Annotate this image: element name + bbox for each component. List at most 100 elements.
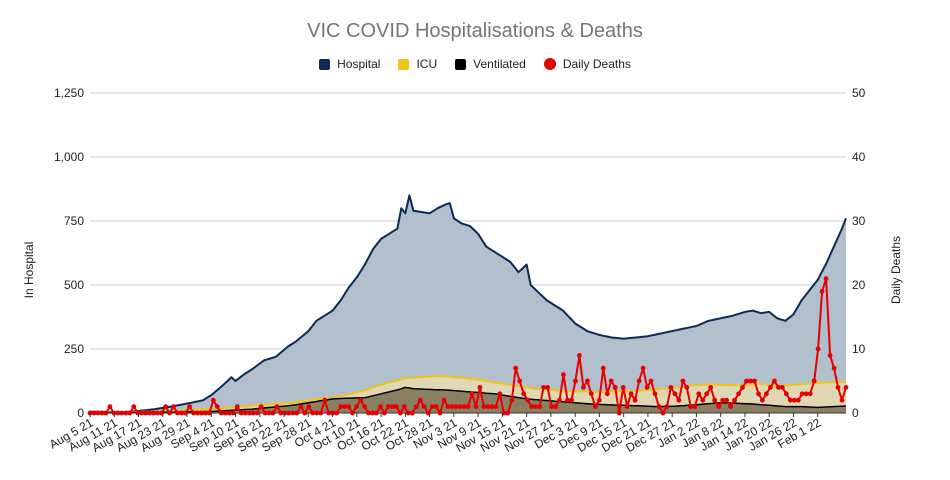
daily-deaths-point — [509, 397, 515, 403]
legend-item-ventilated[interactable]: Ventilated — [455, 57, 526, 71]
daily-deaths-point — [230, 410, 236, 416]
daily-deaths-point — [449, 404, 455, 409]
daily-deaths-point — [588, 391, 594, 397]
daily-deaths-point — [199, 410, 204, 416]
daily-deaths-point — [772, 378, 777, 384]
y2-axis-title: Daily Deaths — [889, 236, 903, 304]
daily-deaths-point — [581, 385, 586, 390]
daily-deaths-point — [107, 404, 113, 409]
daily-deaths-point — [159, 410, 165, 416]
daily-deaths-point — [433, 404, 439, 409]
daily-deaths-point — [421, 404, 427, 409]
daily-deaths-point — [250, 410, 256, 416]
daily-deaths-point — [596, 397, 602, 403]
daily-deaths-point — [473, 404, 479, 409]
daily-deaths-point — [127, 410, 133, 416]
daily-deaths-point — [258, 404, 264, 409]
daily-deaths-point — [676, 397, 682, 403]
daily-deaths-point — [398, 410, 403, 416]
daily-deaths-point — [409, 410, 415, 416]
daily-deaths-point — [270, 410, 276, 416]
daily-deaths-point — [366, 410, 371, 416]
hospital-series-line — [89, 194, 847, 414]
daily-deaths-point — [401, 404, 407, 409]
daily-deaths-point — [541, 385, 546, 390]
legend-label-icu: ICU — [416, 57, 438, 71]
daily-deaths-point — [210, 397, 216, 403]
daily-deaths-point — [811, 378, 817, 384]
daily-deaths-point — [298, 404, 304, 409]
legend-item-daily-deaths[interactable]: Daily Deaths — [543, 57, 631, 71]
daily-deaths-point — [485, 404, 491, 409]
daily-deaths-point — [203, 410, 208, 416]
daily-deaths-point — [294, 410, 300, 416]
daily-deaths-point — [616, 410, 622, 416]
daily-deaths-point — [732, 397, 737, 403]
daily-deaths-point — [238, 410, 244, 416]
daily-deaths-point — [143, 410, 149, 416]
daily-deaths-point — [620, 385, 626, 390]
y-tick-label: 0 — [77, 406, 84, 420]
daily-deaths-point — [787, 397, 793, 403]
daily-deaths-point — [839, 397, 845, 403]
daily-deaths-point — [322, 397, 328, 403]
daily-deaths-point — [394, 404, 399, 409]
daily-deaths-point — [195, 410, 200, 416]
daily-deaths-point — [791, 397, 797, 403]
y2-tick-label: 20 — [852, 278, 866, 292]
y2-tick-label: 50 — [852, 86, 866, 100]
daily-deaths-point — [553, 404, 558, 409]
y2-tick-label: 40 — [852, 150, 866, 164]
daily-deaths-point — [624, 404, 630, 409]
daily-deaths-point — [326, 410, 332, 416]
daily-deaths-point — [648, 378, 654, 384]
daily-deaths-point — [262, 410, 268, 416]
daily-deaths-point — [123, 410, 129, 416]
daily-deaths-point — [779, 385, 785, 390]
y-tick-label: 750 — [64, 214, 84, 228]
daily-deaths-point — [807, 391, 813, 397]
daily-deaths-point — [652, 391, 658, 397]
y-tick-label: 1,000 — [54, 150, 84, 164]
daily-deaths-point — [557, 397, 562, 403]
daily-deaths-point — [768, 385, 773, 390]
daily-deaths-point — [378, 404, 383, 409]
daily-deaths-point — [489, 404, 495, 409]
daily-deaths-point — [716, 404, 722, 409]
daily-deaths-point — [358, 397, 363, 403]
legend-swatch-icu — [398, 58, 410, 70]
daily-deaths-point — [103, 410, 109, 416]
daily-deaths-point — [119, 410, 125, 416]
daily-deaths-point — [441, 397, 447, 403]
daily-deaths-point — [302, 410, 308, 416]
legend-label-ventilated: Ventilated — [473, 57, 526, 71]
daily-deaths-point — [608, 378, 614, 384]
daily-deaths-point — [680, 378, 686, 384]
hospital-series-area — [90, 195, 846, 413]
daily-deaths-point — [226, 410, 232, 416]
daily-deaths-point — [752, 378, 757, 384]
legend-item-hospital[interactable]: Hospital — [319, 57, 380, 71]
daily-deaths-point — [469, 391, 475, 397]
daily-deaths-point — [493, 404, 499, 409]
daily-deaths-point — [350, 410, 355, 416]
daily-deaths-point — [521, 391, 527, 397]
daily-deaths-point — [505, 410, 511, 416]
daily-deaths-point — [577, 353, 582, 358]
daily-deaths-point — [163, 404, 169, 409]
daily-deaths-point — [831, 365, 837, 371]
daily-deaths-point — [744, 378, 749, 384]
daily-deaths-point — [533, 404, 538, 409]
legend-item-icu[interactable]: ICU — [398, 57, 437, 71]
legend-swatch-daily-deaths — [543, 58, 556, 70]
daily-deaths-point — [513, 365, 519, 371]
daily-deaths-point — [254, 410, 260, 416]
daily-deaths-point — [728, 404, 733, 409]
daily-deaths-point — [374, 410, 379, 416]
daily-deaths-point — [537, 404, 542, 409]
daily-deaths-point — [569, 397, 574, 403]
daily-deaths-point — [218, 410, 224, 416]
legend-swatch-ventilated — [455, 58, 467, 70]
y-tick-label: 500 — [64, 278, 84, 292]
y2-tick-label: 10 — [852, 342, 866, 356]
